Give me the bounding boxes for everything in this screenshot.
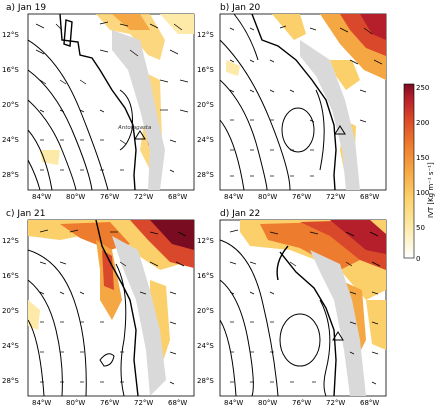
lat-tick: 20°S bbox=[197, 101, 214, 109]
lat-tick: 28°S bbox=[2, 171, 19, 179]
lon-labels-c: 84°W 80°W 76°W 72°W 68°W bbox=[32, 399, 187, 407]
colorbar-gradient bbox=[403, 83, 415, 259]
lon-tick: 84°W bbox=[224, 399, 243, 407]
lon-tick: 84°W bbox=[32, 399, 51, 407]
lat-tick: 20°S bbox=[197, 307, 214, 315]
lon-tick: 80°W bbox=[258, 193, 277, 201]
lat-tick: 20°S bbox=[2, 307, 19, 315]
lon-tick: 76°W bbox=[100, 193, 119, 201]
colorbar-tick: 150 bbox=[416, 154, 429, 162]
lat-tick: 16°S bbox=[197, 272, 214, 280]
panel-a-map: Antofagasta bbox=[27, 13, 195, 191]
lat-tick: 12°S bbox=[2, 237, 19, 245]
panel-a-title: a) Jan 19 bbox=[6, 3, 46, 13]
antofagasta-marker-icon-b bbox=[334, 125, 346, 135]
colorbar-tick: 100 bbox=[416, 189, 429, 197]
lon-tick: 72°W bbox=[134, 399, 153, 407]
colorbar-tick: 50 bbox=[416, 224, 425, 232]
lat-tick: 16°S bbox=[2, 66, 19, 74]
panel-d-map bbox=[219, 219, 387, 397]
lat-tick: 12°S bbox=[197, 237, 214, 245]
lat-tick: 24°S bbox=[2, 136, 19, 144]
lat-labels-b: 12°S 16°S 20°S 24°S 28°S bbox=[197, 31, 214, 179]
lon-tick: 76°W bbox=[292, 193, 311, 201]
antofagasta-marker-icon-d bbox=[332, 331, 344, 341]
panel-c-map bbox=[27, 219, 195, 397]
lon-tick: 84°W bbox=[32, 193, 51, 201]
lat-tick: 28°S bbox=[197, 171, 214, 179]
lon-labels-b: 84°W 80°W 76°W 72°W 68°W bbox=[224, 193, 379, 201]
lon-tick: 72°W bbox=[326, 193, 345, 201]
lon-tick: 68°W bbox=[168, 193, 187, 201]
lon-tick: 80°W bbox=[66, 193, 85, 201]
panel-b-map bbox=[219, 13, 387, 191]
lat-tick: 12°S bbox=[197, 31, 214, 39]
lat-tick: 28°S bbox=[197, 377, 214, 385]
lon-tick: 68°W bbox=[168, 399, 187, 407]
lat-tick: 24°S bbox=[2, 342, 19, 350]
lat-tick: 24°S bbox=[197, 136, 214, 144]
lon-tick: 80°W bbox=[258, 399, 277, 407]
colorbar-tick: 0 bbox=[416, 255, 420, 263]
lat-tick: 24°S bbox=[197, 342, 214, 350]
lon-tick: 68°W bbox=[360, 193, 379, 201]
lon-tick: 76°W bbox=[100, 399, 119, 407]
lon-tick: 76°W bbox=[292, 399, 311, 407]
lat-labels-c: 12°S 16°S 20°S 24°S 28°S bbox=[2, 237, 19, 385]
lat-labels-d: 12°S 16°S 20°S 24°S 28°S bbox=[197, 237, 214, 385]
lon-tick: 80°W bbox=[66, 399, 85, 407]
antofagasta-marker-icon bbox=[134, 130, 146, 140]
lon-labels-d: 84°W 80°W 76°W 72°W 68°W bbox=[224, 399, 379, 407]
lon-tick: 72°W bbox=[134, 193, 153, 201]
panel-c-title: c) Jan 21 bbox=[6, 209, 46, 219]
panel-d-title: d) Jan 22 bbox=[220, 209, 260, 219]
panel-b-title: b) Jan 20 bbox=[220, 3, 261, 13]
lat-tick: 28°S bbox=[2, 377, 19, 385]
lon-tick: 68°W bbox=[360, 399, 379, 407]
antofagasta-label: Antofagasta bbox=[117, 125, 152, 131]
lon-tick: 72°W bbox=[326, 399, 345, 407]
lat-tick: 16°S bbox=[197, 66, 214, 74]
colorbar-tick: 250 bbox=[416, 84, 429, 92]
lat-labels-a: 12°S 16°S 20°S 24°S 28°S bbox=[2, 31, 19, 179]
lon-labels-a: 84°W 80°W 76°W 72°W 68°W bbox=[32, 193, 187, 201]
ivt-colorbar: 250 200 150 100 50 0 IVT [Kg m⁻¹ s⁻¹] bbox=[403, 83, 435, 263]
colorbar-title: IVT [Kg m⁻¹ s⁻¹] bbox=[427, 162, 435, 218]
lat-tick: 20°S bbox=[2, 101, 19, 109]
lat-tick: 12°S bbox=[2, 31, 19, 39]
lon-tick: 84°W bbox=[224, 193, 243, 201]
lat-tick: 16°S bbox=[2, 272, 19, 280]
colorbar-tick: 200 bbox=[416, 119, 429, 127]
